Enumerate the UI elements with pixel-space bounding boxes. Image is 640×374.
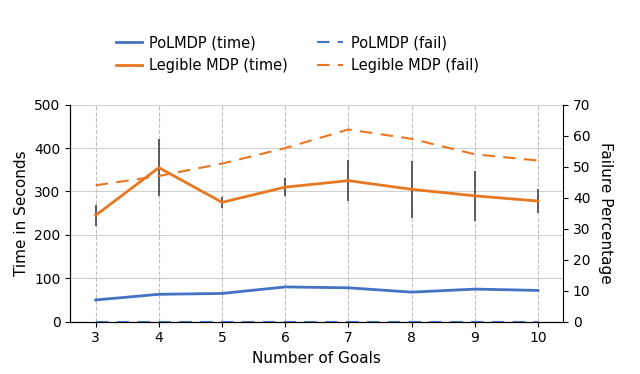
Y-axis label: Failure Percentage: Failure Percentage <box>598 142 612 284</box>
Legend: PoLMDP (time), Legible MDP (time), PoLMDP (fail), Legible MDP (fail): PoLMDP (time), Legible MDP (time), PoLMD… <box>109 30 484 79</box>
X-axis label: Number of Goals: Number of Goals <box>252 351 381 366</box>
Y-axis label: Time in Seconds: Time in Seconds <box>13 150 29 276</box>
